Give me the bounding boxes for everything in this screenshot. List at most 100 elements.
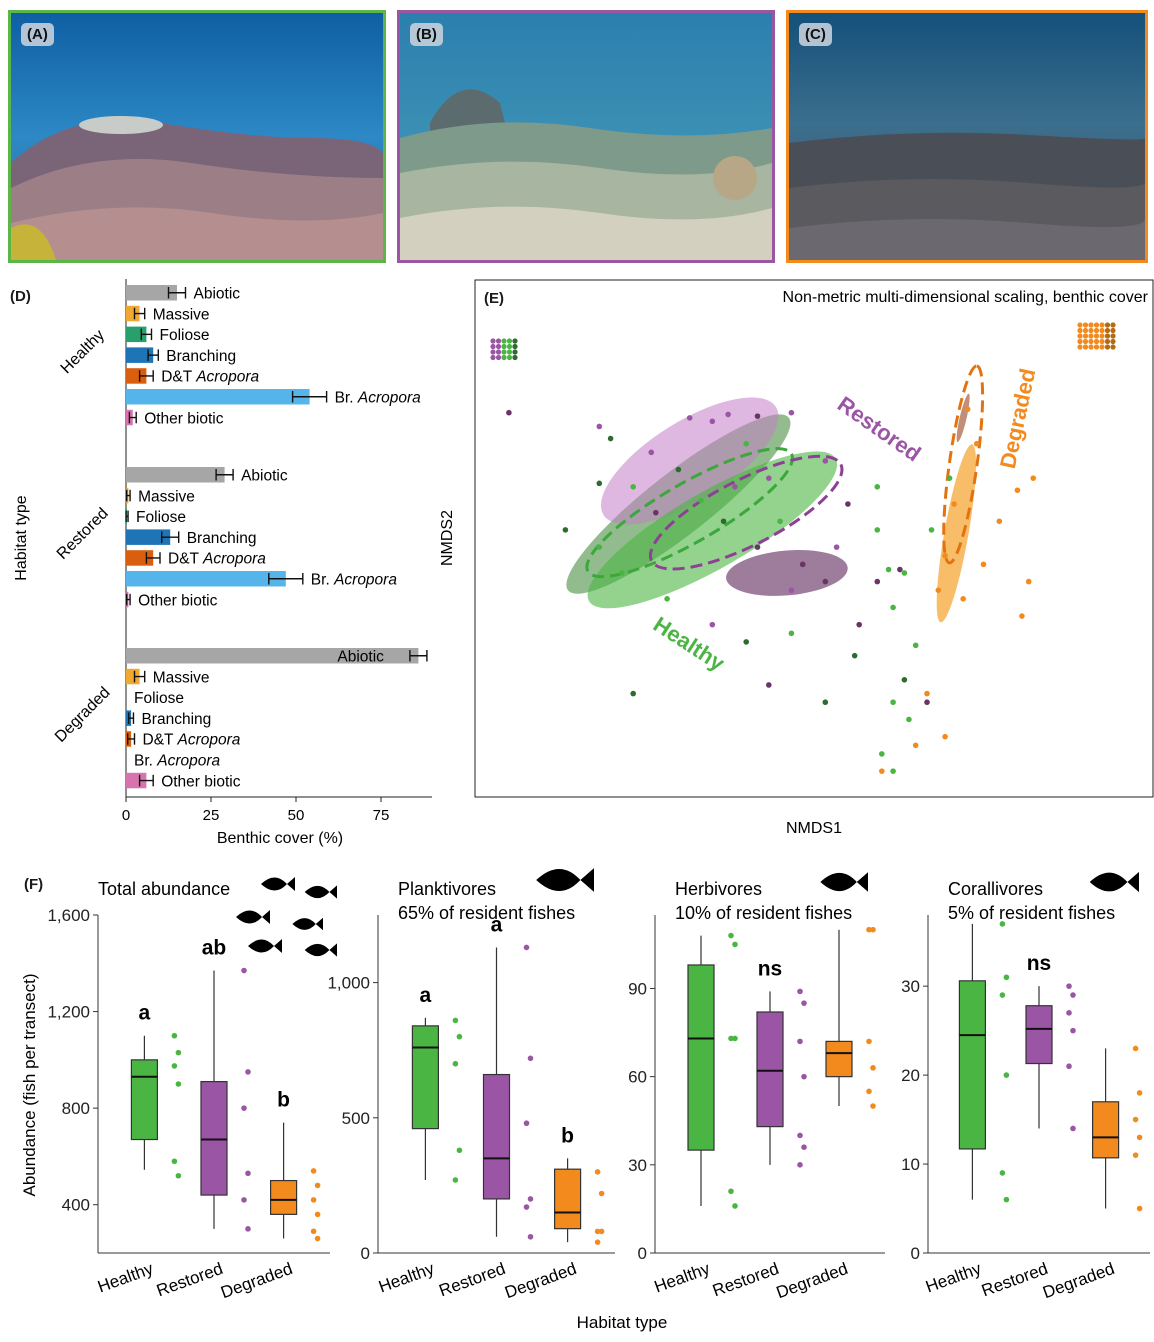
data-point	[314, 1182, 321, 1189]
data-point	[870, 926, 876, 933]
sample-point	[946, 475, 953, 481]
y-tick-label: 1,000	[327, 974, 370, 993]
sample-point-cluster	[1110, 322, 1116, 328]
sample-point-cluster	[501, 338, 507, 344]
data-point	[594, 1169, 601, 1175]
sample-point-cluster	[512, 338, 518, 344]
bar-label-italic: Acropora	[156, 753, 220, 770]
bar-label-text: Branching	[141, 711, 211, 728]
data-point	[1132, 1116, 1139, 1123]
sample-point	[506, 409, 512, 416]
sample-point	[596, 423, 603, 430]
data-point	[1003, 1196, 1010, 1203]
sample-point-cluster	[1077, 338, 1083, 345]
bar	[126, 368, 147, 384]
bar-label: Other biotic	[144, 410, 224, 427]
bar-label: Branching	[166, 348, 236, 365]
panel-subtitle: 10% of resident fishes	[675, 903, 852, 923]
sample-point	[980, 561, 987, 568]
group-label-restored: Restored	[833, 391, 925, 466]
box	[200, 1080, 228, 1196]
y-tick-label: 0	[911, 1244, 920, 1263]
sample-point-cluster	[495, 343, 502, 350]
confidence-ellipse	[587, 451, 838, 609]
sample-point-cluster	[1088, 344, 1094, 350]
data-point	[1136, 1134, 1143, 1141]
data-point	[999, 992, 1006, 998]
data-point	[1070, 1125, 1076, 1132]
herbivore-fish-icon	[820, 872, 868, 892]
sample-point-cluster	[1088, 322, 1094, 328]
sample-point-cluster	[512, 354, 518, 361]
data-point	[527, 1196, 534, 1202]
panel-title: Herbivores	[675, 879, 762, 899]
y-tick-label: 500	[342, 1109, 370, 1128]
fish-abundance-box-plots: 400 800 1,200 1,600 Total abundance a Healthy a…	[20, 868, 1150, 1332]
confidence-ellipse	[600, 397, 779, 525]
bar-label-text: D&T	[168, 551, 203, 568]
bar-label-text: Other biotic	[138, 592, 218, 609]
sample-point-cluster	[1104, 322, 1111, 328]
sample-point	[973, 440, 980, 447]
sample-point	[856, 621, 862, 628]
sample-point-cluster	[1110, 333, 1116, 339]
data-point	[797, 1132, 803, 1139]
sample-point	[777, 518, 783, 525]
bar-label-text: Branching	[166, 348, 236, 365]
significance-letter: ns	[1027, 952, 1052, 975]
category-label: Healthy	[376, 1259, 437, 1297]
data-point	[175, 1049, 182, 1056]
panel-title: Corallivores	[948, 879, 1043, 899]
sample-point	[912, 742, 919, 749]
category-label: Restored	[437, 1259, 508, 1300]
sample-point-cluster	[501, 354, 507, 361]
sample-point	[766, 475, 772, 481]
data-point	[171, 1158, 178, 1165]
panel-subtitle: 65% of resident fishes	[398, 903, 575, 923]
data-point	[310, 1168, 317, 1174]
panel-title: Total abundance	[98, 879, 230, 899]
sample-point-cluster	[1099, 327, 1105, 334]
sample-point	[822, 458, 829, 464]
y-tick-label: 60	[628, 1068, 647, 1087]
confidence-ellipse	[956, 393, 970, 443]
bar-label-text: D&T	[161, 369, 196, 386]
bar-label-text: Foliose	[160, 327, 210, 344]
data-point	[456, 1033, 463, 1040]
data-point	[241, 1197, 247, 1203]
sample-point-cluster	[1077, 333, 1083, 339]
sample-point	[942, 733, 948, 740]
sample-point	[879, 768, 885, 774]
sample-point	[1014, 487, 1021, 494]
sample-point-cluster	[1099, 333, 1105, 339]
sample-point	[890, 604, 896, 611]
data-point	[1003, 1072, 1010, 1078]
confidence-ellipse	[726, 550, 848, 596]
data-point	[310, 1197, 317, 1203]
photo-label-b: (B)	[410, 23, 443, 46]
y-tick-label: 30	[628, 1156, 647, 1175]
sample-point	[912, 642, 919, 649]
sample-point	[709, 418, 716, 425]
box	[482, 1073, 511, 1200]
sample-point	[596, 544, 603, 550]
sample-point	[928, 527, 935, 533]
sample-point	[686, 415, 693, 421]
sample-point-cluster	[1104, 333, 1111, 339]
sample-point	[851, 652, 858, 659]
sample-point	[964, 406, 971, 413]
sample-point	[822, 699, 829, 706]
bar	[126, 529, 171, 545]
fish-silhouette-icon	[261, 877, 295, 891]
sample-point	[630, 484, 636, 490]
data-point	[1132, 1152, 1139, 1158]
data-point	[175, 1172, 182, 1179]
data-point	[797, 1162, 803, 1168]
bar-label-italic: Acropora	[357, 390, 421, 407]
box	[1091, 1101, 1120, 1159]
fish-silhouette-icon	[248, 939, 282, 953]
box	[130, 1059, 158, 1141]
group-label-healthy: Healthy	[649, 612, 730, 677]
y-axis-title: Habitat type	[13, 495, 30, 580]
bar-label-text: Br.	[335, 390, 358, 407]
